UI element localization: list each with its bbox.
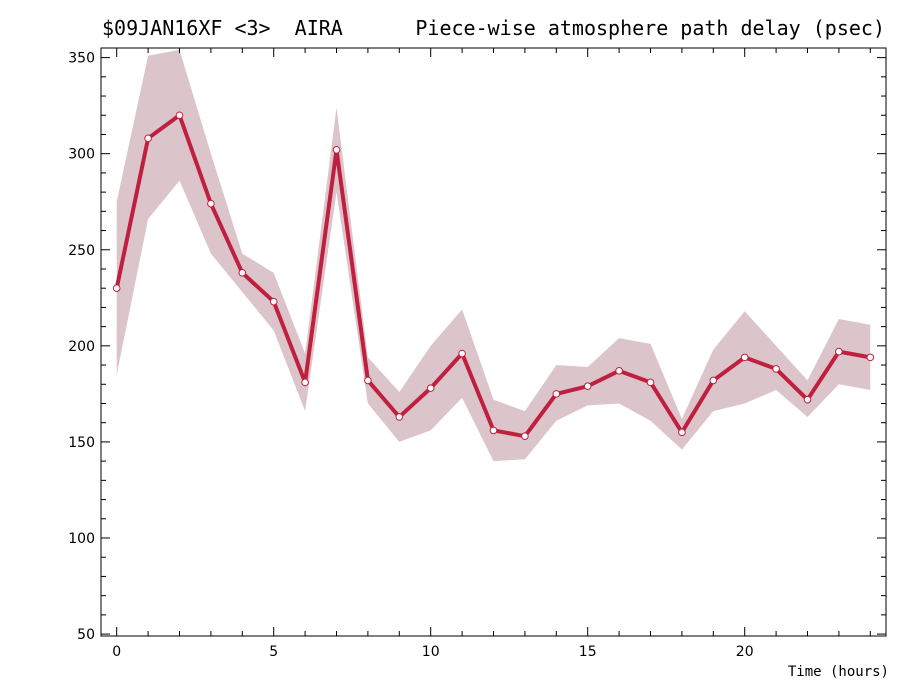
- y-tick-label: 150: [68, 435, 95, 451]
- data-point: [364, 376, 372, 385]
- data-point: [552, 390, 561, 398]
- x-tick-label: 5: [269, 644, 278, 660]
- data-point: [521, 432, 529, 440]
- data-point: [175, 111, 184, 120]
- data-point: [269, 297, 278, 306]
- x-tick-label: 15: [579, 644, 597, 660]
- x-tick-label: 0: [112, 644, 121, 660]
- data-point: [615, 367, 623, 375]
- axes-layer: 0 5 10 15 20 50 100 150 200 250 300 350: [68, 47, 887, 660]
- data-point: [709, 376, 718, 385]
- data-point: [207, 199, 215, 208]
- x-tick-label: 10: [422, 644, 440, 660]
- data-point: [458, 349, 466, 358]
- y-tick-label: 350: [68, 51, 95, 67]
- data-point: [835, 347, 843, 356]
- data-point: [678, 428, 686, 437]
- data-point: [238, 269, 247, 277]
- data-point-layer: [112, 111, 875, 440]
- data-point: [803, 395, 812, 404]
- x-axis-label: Time (hours): [787, 664, 889, 680]
- data-point: [489, 426, 498, 435]
- data-point: [426, 384, 435, 392]
- chart-title-session: $09JAN16XF <3> AIRA: [102, 16, 343, 40]
- data-point: [646, 378, 655, 387]
- data-point: [332, 146, 341, 154]
- data-point: [740, 353, 749, 362]
- data-point: [772, 365, 780, 373]
- data-point: [395, 413, 404, 421]
- y-tick-label: 100: [68, 531, 95, 547]
- uncertainty-band: [116, 49, 871, 462]
- data-point: [301, 378, 309, 387]
- y-tick-label: 50: [77, 627, 95, 643]
- uncertainty-band-layer: [116, 49, 871, 462]
- y-tick-label: 250: [68, 243, 95, 259]
- data-point: [144, 134, 152, 143]
- y-tick-label: 200: [68, 339, 95, 355]
- chart-title: Piece-wise atmosphere path delay (psec): [415, 16, 885, 40]
- x-tick-label: 20: [736, 644, 754, 660]
- data-point: [112, 284, 121, 292]
- data-point: [583, 382, 592, 390]
- data-point: [866, 353, 875, 362]
- y-tick-label: 300: [68, 147, 95, 163]
